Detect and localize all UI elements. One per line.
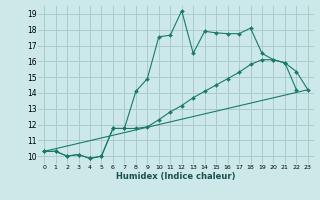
X-axis label: Humidex (Indice chaleur): Humidex (Indice chaleur) [116,172,236,181]
